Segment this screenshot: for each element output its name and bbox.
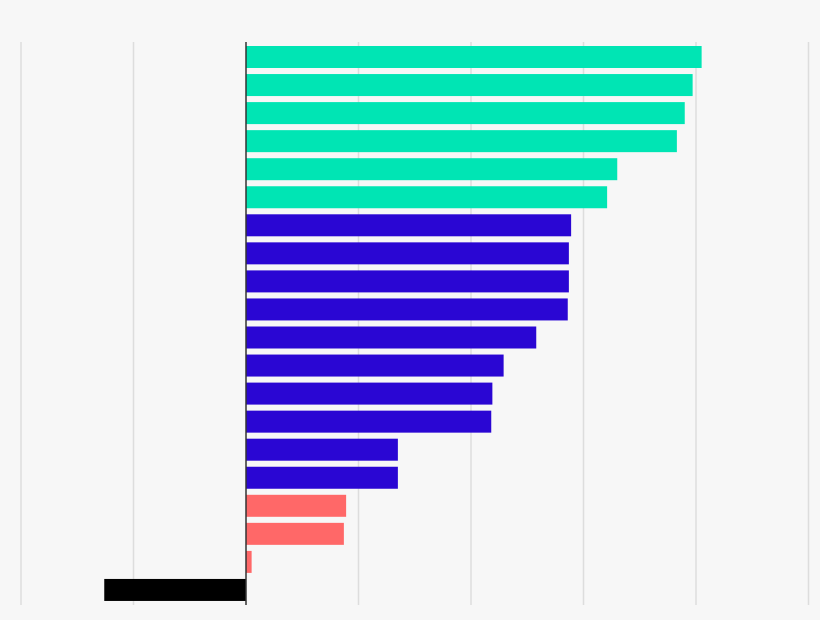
bar-3 xyxy=(246,102,685,125)
bar-14 xyxy=(246,410,492,433)
bar-9 xyxy=(246,270,569,293)
bar-1 xyxy=(246,46,702,68)
bar-11 xyxy=(246,326,537,349)
bar-20 xyxy=(104,578,246,601)
bar-18 xyxy=(246,522,344,545)
bar-19 xyxy=(246,550,252,573)
bar-5 xyxy=(246,158,618,181)
gridlines xyxy=(20,42,810,605)
bar-4 xyxy=(246,130,677,153)
bar-13 xyxy=(246,382,493,405)
bar-15 xyxy=(246,438,398,461)
bar-10 xyxy=(246,298,568,321)
bar-12 xyxy=(246,354,504,377)
bars xyxy=(104,46,702,601)
bar-17 xyxy=(246,494,347,517)
bar-6 xyxy=(246,186,608,209)
bar-8 xyxy=(246,242,569,265)
bar-16 xyxy=(246,466,398,489)
bar-7 xyxy=(246,214,572,237)
bar-2 xyxy=(246,74,693,97)
